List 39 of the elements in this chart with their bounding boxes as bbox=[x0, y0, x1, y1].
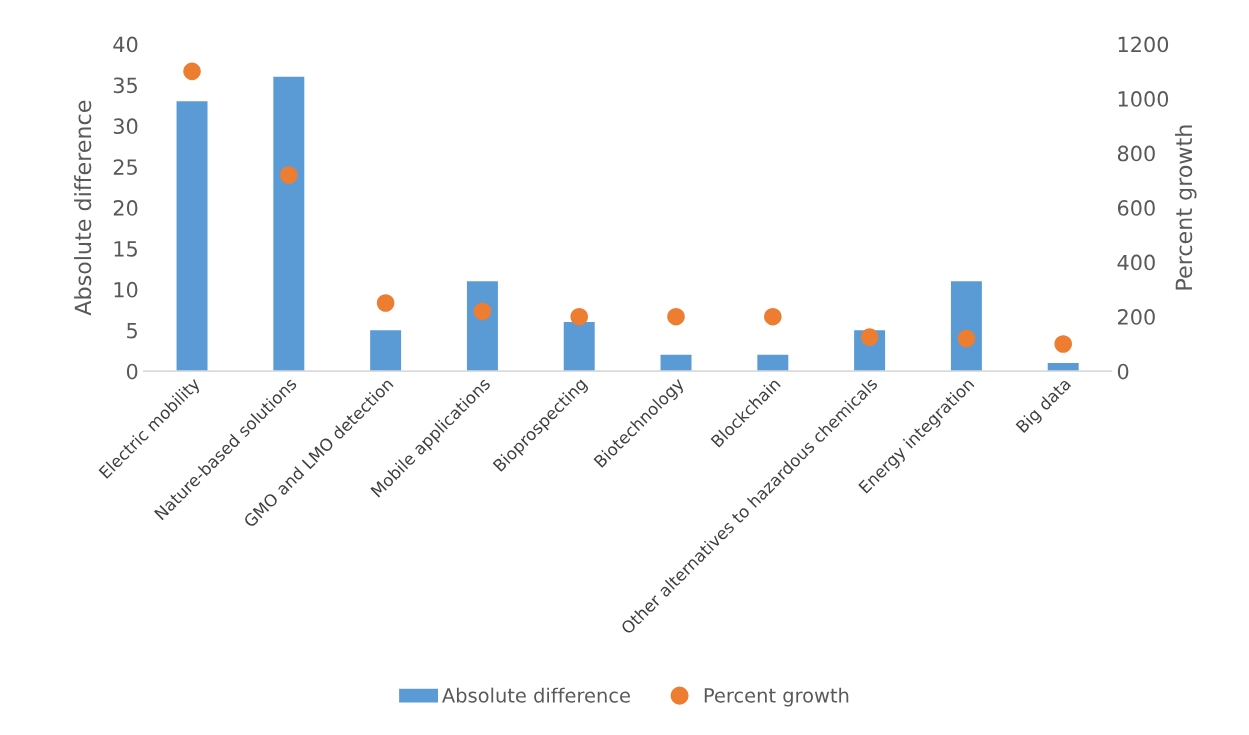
point bbox=[667, 307, 685, 326]
y-tick-label: 30 bbox=[113, 118, 138, 135]
point bbox=[280, 166, 298, 184]
legend-label: Percent growth bbox=[704, 687, 849, 707]
bar bbox=[273, 76, 305, 372]
point bbox=[473, 302, 492, 320]
y2-tick-label: 0 bbox=[1117, 363, 1129, 380]
y-tick-label: 20 bbox=[113, 200, 138, 216]
y2-tick-label: 200 bbox=[1118, 309, 1155, 325]
y-tick-label: 35 bbox=[113, 77, 137, 94]
y-tick-label: 25 bbox=[113, 159, 137, 175]
y2-tick-label: 800 bbox=[1117, 145, 1155, 162]
y-tick-label: 15 bbox=[114, 241, 137, 257]
bar bbox=[660, 354, 692, 372]
bar bbox=[950, 281, 982, 372]
y2-tick-label: 1200 bbox=[1118, 36, 1169, 53]
y2-tick-label: 400 bbox=[1117, 254, 1155, 271]
y-tick-label: 0 bbox=[126, 363, 138, 380]
bar bbox=[176, 101, 208, 372]
legend-label: Absolute difference bbox=[442, 687, 630, 703]
point bbox=[570, 307, 589, 326]
bar bbox=[370, 330, 402, 372]
point bbox=[764, 307, 782, 326]
point bbox=[183, 62, 201, 81]
y2-tick-label: 600 bbox=[1117, 200, 1155, 216]
point bbox=[957, 329, 976, 348]
y-axis-title: Absolute difference bbox=[74, 100, 92, 316]
bar bbox=[563, 322, 595, 372]
y2-axis-title: Percent growth bbox=[1175, 125, 1197, 290]
bar bbox=[466, 281, 498, 372]
y-tick-label: 10 bbox=[114, 281, 138, 298]
y-tick-label: 5 bbox=[127, 323, 137, 339]
y-tick-label: 40 bbox=[113, 36, 138, 53]
y2-tick-label: 1000 bbox=[1118, 91, 1169, 107]
bar bbox=[757, 354, 789, 372]
point bbox=[376, 294, 395, 312]
point bbox=[1054, 335, 1072, 353]
point bbox=[860, 328, 879, 346]
bar bbox=[1047, 363, 1079, 372]
